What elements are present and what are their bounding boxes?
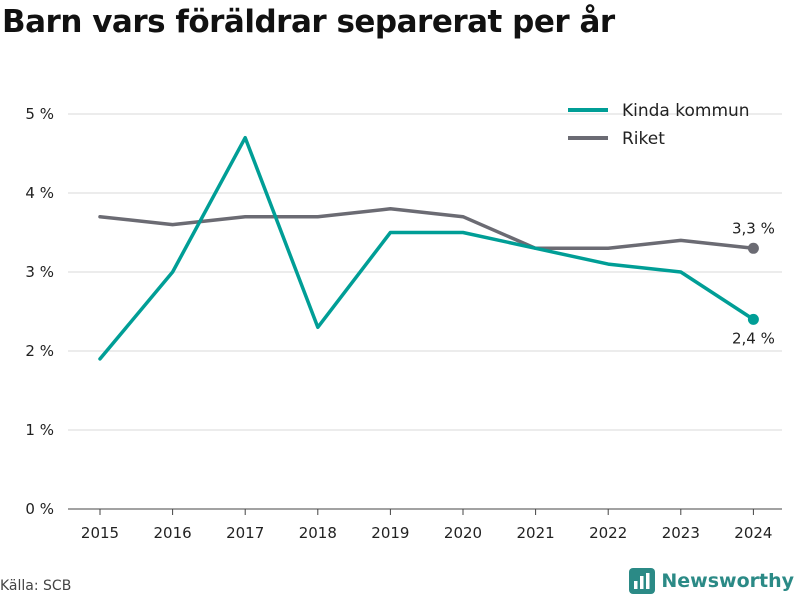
legend-label: Riket — [622, 129, 665, 149]
end-value-label: 3,3 % — [732, 219, 775, 237]
series-lines — [98, 135, 756, 361]
series-line-riket — [98, 207, 756, 251]
end-point-marker — [747, 313, 759, 325]
x-tick-label: 2018 — [299, 524, 337, 542]
y-tick-label: 1 % — [25, 421, 54, 439]
y-tick-label: 5 % — [25, 105, 54, 123]
brand-name: Newsworthy — [661, 570, 794, 592]
y-tick-label: 0 % — [25, 500, 54, 518]
chart-title: Barn vars föräldrar separerat per år — [2, 4, 615, 40]
x-tick-label: 2017 — [226, 524, 264, 542]
end-value-label: 2,4 % — [732, 329, 775, 347]
end-markers: 2,4 % 3,3 % — [732, 219, 775, 347]
x-tick-label: 2023 — [662, 524, 700, 542]
x-tick-label: 2021 — [517, 524, 555, 542]
y-tick-label: 4 % — [25, 184, 54, 202]
x-tick-label: 2019 — [371, 524, 409, 542]
x-tick-label: 2024 — [734, 524, 772, 542]
legend-label: Kinda kommun — [622, 101, 750, 121]
grid-lines — [68, 113, 782, 510]
y-tick-label: 3 % — [25, 263, 54, 281]
x-tick-label: 2015 — [81, 524, 119, 542]
legend: Kinda kommun Riket — [568, 101, 750, 149]
brand-logo: Newsworthy — [629, 568, 794, 594]
series-line-kinda-kommun — [98, 135, 756, 361]
x-tick-label: 2016 — [154, 524, 192, 542]
bar-chart-logo-icon — [629, 568, 656, 594]
x-tick-label: 2022 — [589, 524, 627, 542]
axes: 0 % 1 % 2 % 3 % 4 % 5 % 2015 2016 2017 2018 2019 20… — [25, 105, 772, 542]
y-tick-label: 2 % — [25, 342, 54, 360]
source-note: Källa: SCB — [0, 578, 72, 594]
end-point-marker — [747, 242, 759, 254]
x-tick-label: 2020 — [444, 524, 482, 542]
